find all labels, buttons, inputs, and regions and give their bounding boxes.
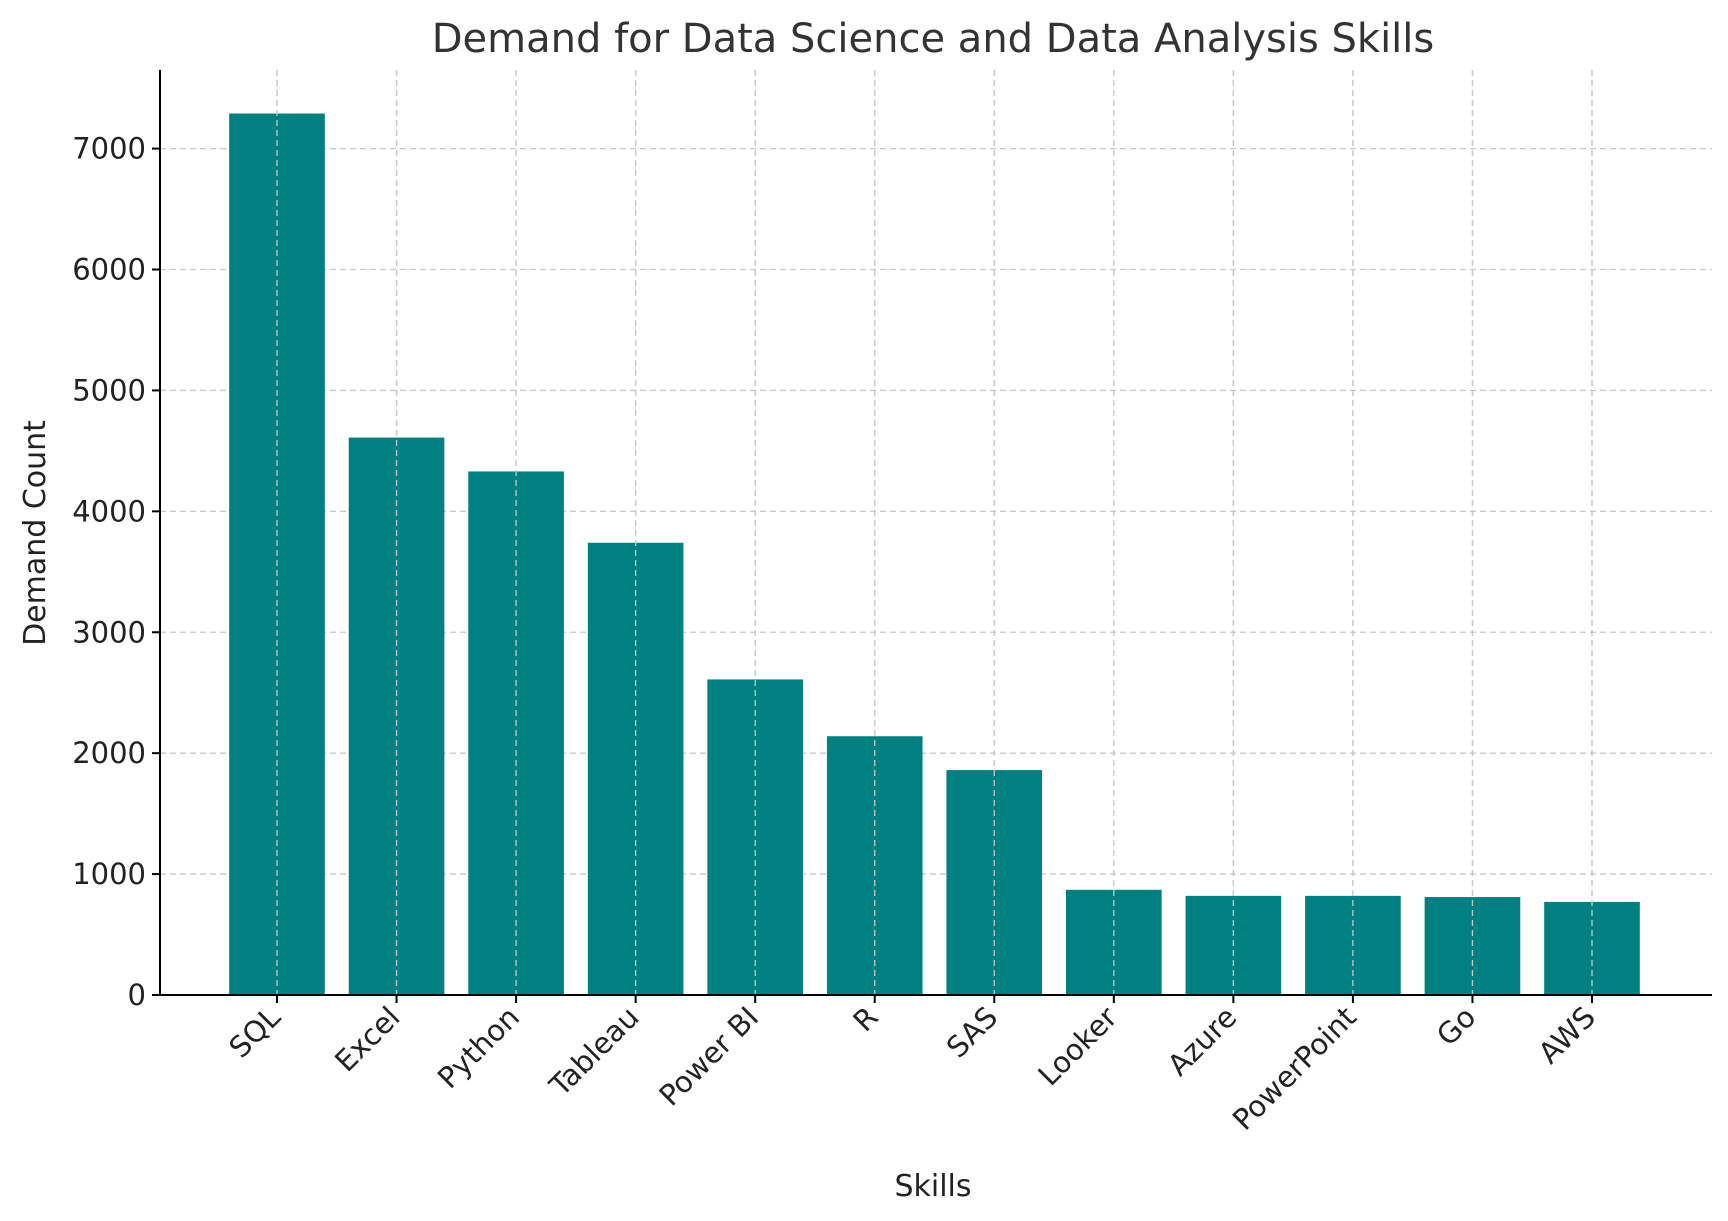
y-tick-label: 7000 [72,132,146,166]
chart-title: Demand for Data Science and Data Analysi… [432,16,1435,62]
y-tick-label: 6000 [72,253,146,287]
x-tick-label: PowerPoint [1226,1000,1363,1137]
y-tick-label: 4000 [72,494,146,528]
x-tick-label: AWS [1532,1000,1602,1070]
x-tick-label: Looker [1031,1000,1123,1092]
x-tick-label: Python [431,1000,526,1095]
y-tick-label: 2000 [72,736,146,770]
x-tick-label: SQL [222,1000,287,1065]
bars [229,70,1640,996]
bar [707,679,803,995]
y-tick-label: 3000 [72,615,146,649]
x-axis-label: Skills [894,1169,971,1204]
x-tick-label: Excel [328,1000,406,1078]
x-tick-label: SAS [940,1000,1004,1064]
bar [1544,901,1640,995]
y-ticks: 0 1000 2000 3000 4000 5000 6000 7000 [72,132,160,1012]
y-axis-label: Demand Count [18,420,53,646]
x-ticks: SQL Excel Python Tableau Power BI R SAS Looker A… [222,995,1602,1137]
x-tick-label: Go [1430,1000,1482,1052]
y-tick-label: 0 [128,978,146,1012]
y-tick-label: 5000 [72,373,146,407]
bar [587,542,684,995]
x-tick-label: Power BI [652,1000,765,1113]
y-tick-label: 1000 [72,857,146,891]
x-tick-label: R [846,1000,884,1038]
x-tick-label: Tableau [542,1000,645,1103]
x-tick-label: Azure [1161,1000,1243,1082]
